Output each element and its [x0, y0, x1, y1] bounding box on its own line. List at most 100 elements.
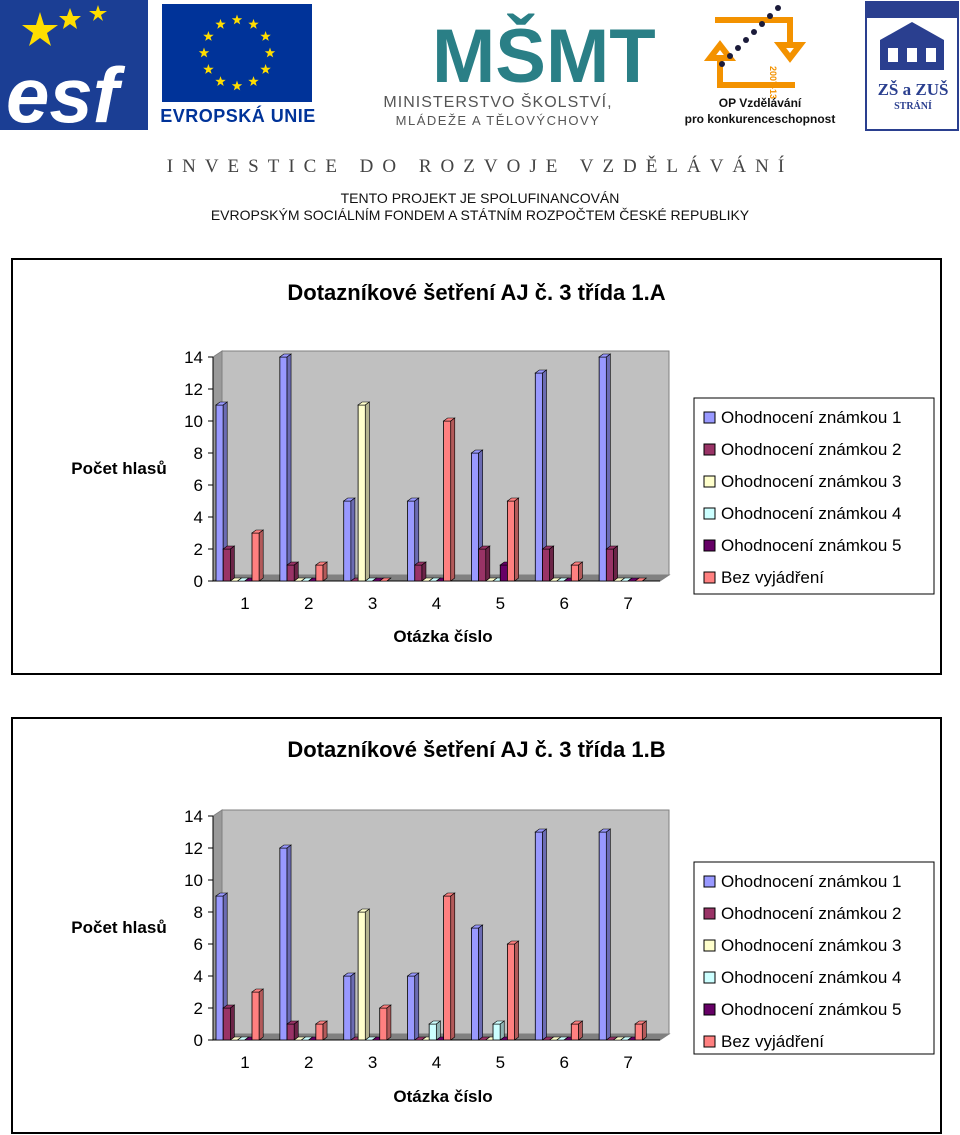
y-tick-label: 6: [194, 476, 203, 495]
op-arrow-icon: [715, 17, 807, 63]
esf-logo: esf: [0, 0, 148, 139]
x-tick-label: 5: [496, 1053, 505, 1072]
bar-side: [350, 972, 356, 1041]
bar: [314, 561, 328, 582]
x-tick-label: 2: [304, 1053, 313, 1072]
bar-side: [542, 828, 547, 1041]
legend-swatch: [703, 475, 716, 488]
legend-swatch: [703, 907, 716, 920]
eu-flag-logo: [162, 4, 312, 102]
bar-side: [386, 577, 392, 582]
bar-front: [357, 911, 366, 1041]
bar: [442, 417, 456, 582]
bar-side: [613, 545, 618, 582]
school-name-line-2: STRÁNÍ: [894, 101, 932, 112]
msmt-logo-text: MŠMT: [432, 14, 656, 99]
x-axis-title: Otázka číslo: [393, 627, 492, 646]
bar-side: [578, 561, 583, 582]
y-tick-label: 8: [194, 903, 203, 922]
bar-side: [258, 988, 264, 1041]
bar: [605, 545, 619, 582]
bar-front: [534, 372, 543, 582]
bar-front: [507, 500, 516, 582]
school-logo-band: [866, 2, 958, 18]
y-tick-label: 10: [184, 412, 203, 431]
bar-front: [315, 1023, 324, 1041]
y-tick-label: 6: [194, 935, 203, 954]
op-line-1: OP Vzdělávání: [718, 96, 802, 110]
bar: [428, 1020, 442, 1041]
bar-front: [542, 548, 551, 582]
msmt-line-2: MLÁDEŽE A TĚLOVÝCHOVY: [395, 113, 601, 128]
legend-swatch: [703, 939, 716, 952]
star-icon: [248, 18, 259, 29]
star-icon: [260, 31, 271, 41]
x-tick-label: 4: [432, 1053, 441, 1072]
bar-front: [471, 452, 480, 582]
bar-front: [598, 831, 607, 1041]
bar-front: [222, 548, 231, 582]
legend-swatch: [703, 1003, 716, 1016]
y-tick-label: 0: [194, 572, 203, 591]
bar-front: [279, 847, 288, 1041]
bar: [314, 1020, 328, 1041]
bar-front: [379, 1007, 388, 1041]
bar: [251, 988, 265, 1041]
chart-panel-1a: Dotazníkové šetření AJ č. 3 třída 1.A 0 2…: [11, 258, 942, 675]
x-axis-title: Otázka číslo: [393, 1087, 492, 1106]
star-icon: [22, 12, 58, 46]
bar-front: [634, 1023, 643, 1041]
x-tick-label: 6: [559, 1053, 568, 1072]
bar-side: [322, 1020, 328, 1041]
bar-front: [286, 564, 295, 582]
bar-front: [407, 975, 416, 1041]
bar-front: [343, 500, 352, 582]
bar-front: [414, 564, 423, 582]
y-tick-label: 4: [194, 967, 203, 986]
legend-swatch: [703, 1035, 716, 1048]
bar-front: [492, 1023, 501, 1041]
legend-label: Ohodnocení známkou 2: [721, 440, 902, 459]
op-line-2: pro konkurenceschopnost: [684, 112, 836, 126]
bar-side: [322, 561, 328, 582]
x-tick-label: 7: [623, 1053, 632, 1072]
bar: [222, 545, 236, 582]
bar-side: [642, 1020, 647, 1041]
bar: [278, 353, 292, 582]
bar: [215, 892, 229, 1041]
bar: [357, 908, 371, 1041]
x-tick-label: 1: [240, 1053, 249, 1072]
y-tick-label: 10: [184, 871, 203, 890]
legend-label: Bez vyjádření: [721, 1032, 824, 1051]
legend-swatch: [703, 875, 716, 888]
bar-side: [286, 844, 292, 1041]
bar: [506, 497, 520, 582]
bar-side: [549, 545, 554, 582]
bar: [598, 828, 612, 1041]
bar: [634, 1020, 648, 1041]
y-tick-label: 14: [184, 807, 203, 826]
bar-front: [443, 895, 452, 1041]
legend-label: Ohodnocení známkou 4: [721, 968, 902, 987]
bar: [378, 1004, 392, 1041]
investice-slogan: INVESTICE DO ROZVOJE VZDĚLÁVÁNÍ: [166, 156, 794, 177]
y-tick-label: 12: [184, 380, 203, 399]
bar-front: [534, 831, 543, 1041]
y-tick-label: 12: [184, 839, 203, 858]
legend-swatch: [703, 411, 716, 424]
y-axis-title: Počet hlasů: [71, 918, 166, 937]
chart-panel-1b: Dotazníkové šetření AJ č. 3 třída 1.B 0 2…: [11, 717, 942, 1134]
bar-side: [450, 417, 456, 582]
bar-side: [365, 908, 370, 1041]
legend-label: Ohodnocení známkou 1: [721, 872, 902, 891]
msmt-logo: MŠMT: [432, 14, 656, 99]
bar: [357, 401, 371, 582]
legend-label: Ohodnocení známkou 1: [721, 408, 902, 427]
header-banner: esf MŠMT EVROPSKÁ U: [0, 0, 960, 230]
bar-front: [407, 500, 416, 582]
bar-side: [478, 924, 483, 1041]
bar: [541, 545, 555, 582]
bar: [413, 561, 427, 582]
bar-front: [570, 564, 579, 582]
